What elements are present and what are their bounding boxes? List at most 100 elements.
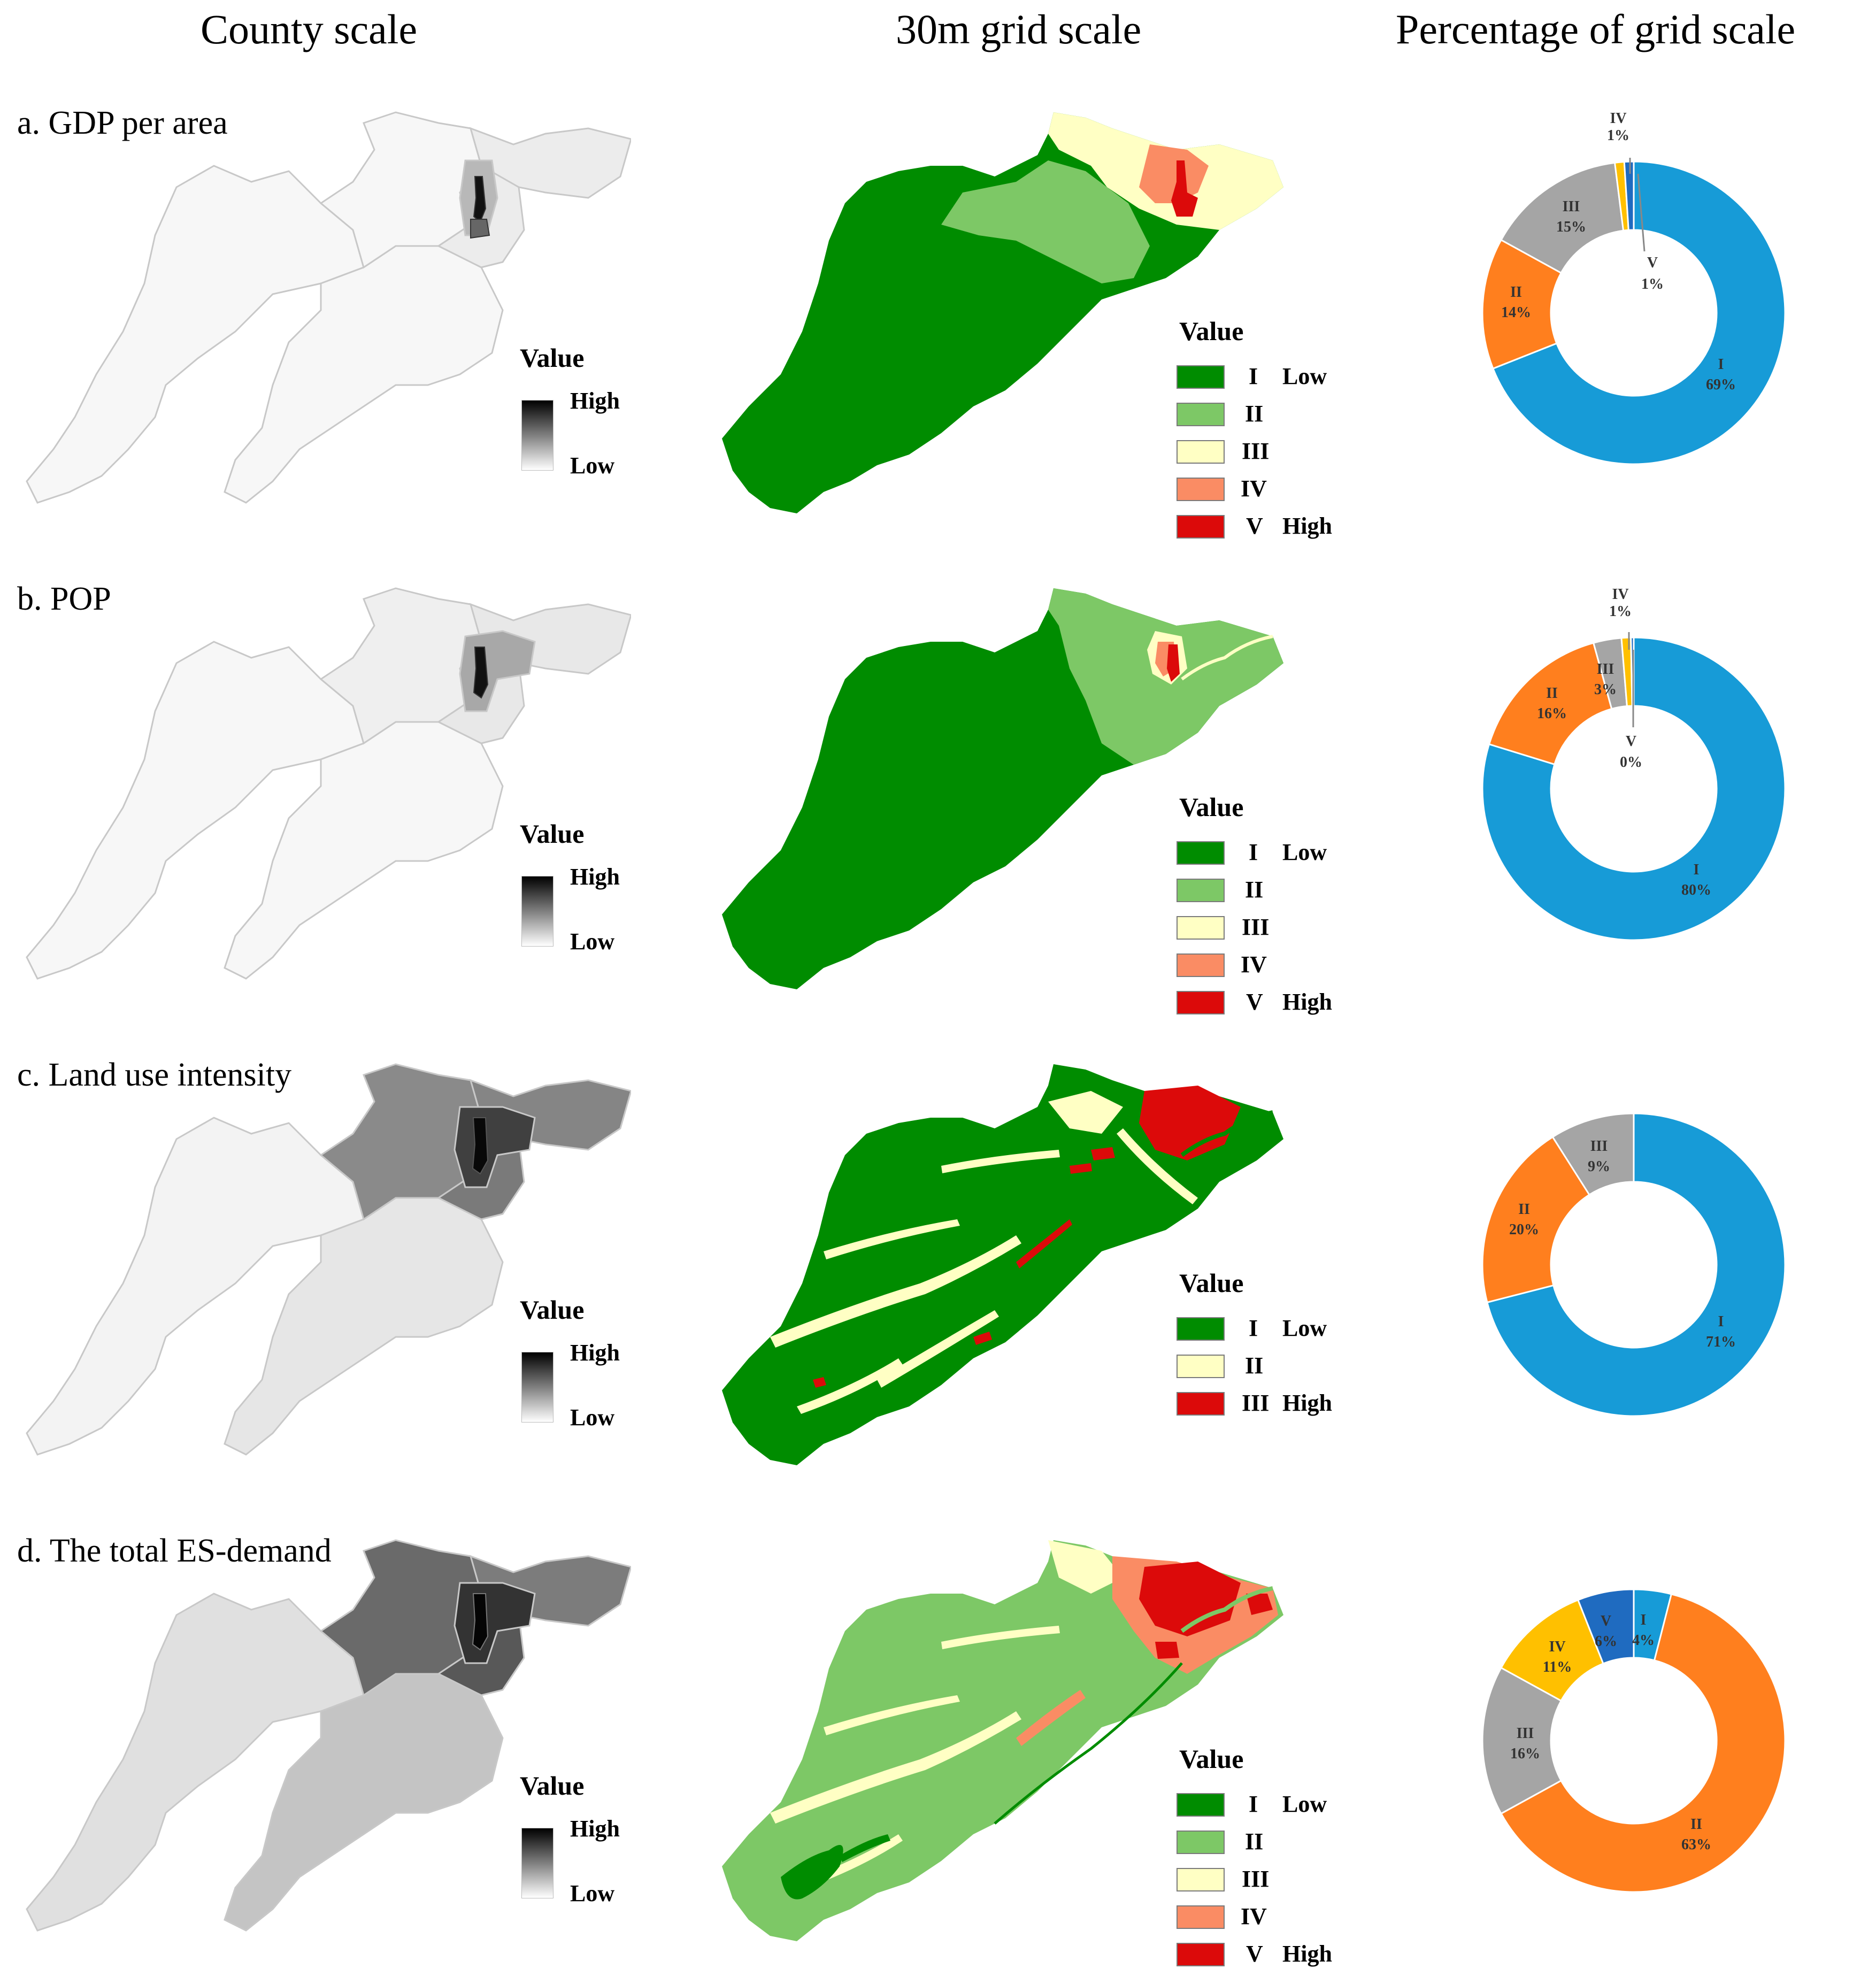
grid-legend-swatch-ii xyxy=(1177,879,1225,902)
grid-legend-swatch-iv xyxy=(1177,478,1225,501)
donut-percent-iv-pop: 1% xyxy=(1609,603,1632,620)
grid-legend-class-iv: IV xyxy=(1241,1903,1267,1929)
donut-percent-ii-es-demand: 63% xyxy=(1681,1836,1711,1853)
grid-legend-class-iv: IV xyxy=(1241,475,1267,502)
grid-legend-swatch-ii xyxy=(1177,1355,1225,1378)
donut-slice-v xyxy=(1623,160,1635,231)
county-gradient-bar-land-use xyxy=(521,1352,553,1422)
county-gradient-bar-es-demand xyxy=(521,1828,553,1898)
donut-label-ii-land-use: II xyxy=(1518,1201,1530,1218)
grid-legend-title-pop: Value xyxy=(1179,792,1244,822)
grid-legend-swatch-iii xyxy=(1177,1868,1225,1891)
grid-legend-class-ii: II xyxy=(1245,401,1264,427)
county-gradient-bar-gdp xyxy=(521,400,553,471)
grid-legend-class-i: I xyxy=(1249,839,1258,865)
county-legend-high-gdp: High xyxy=(570,388,620,414)
donut-chart-pop: IV 1% V 0% I 80% II 16% III 3% xyxy=(1481,586,1786,941)
grid-legend-class-ii: II xyxy=(1245,876,1264,903)
donut-label-i-pop: I xyxy=(1694,862,1700,878)
donut-slice-v xyxy=(1577,1588,1635,1665)
grid-legend-class-ii: II xyxy=(1245,1352,1264,1379)
grid-legend-class-ii: II xyxy=(1245,1828,1264,1855)
donut-slice-iii xyxy=(1500,162,1625,274)
donut-label-v-gdp: V xyxy=(1647,255,1658,271)
county-legend-low-land-use: Low xyxy=(570,1404,615,1431)
donut-slice-i xyxy=(1491,160,1786,465)
county-legend-high-land-use: High xyxy=(570,1340,620,1366)
county-map-es-demand xyxy=(26,1539,631,1932)
grid-legend-title-es-demand: Value xyxy=(1179,1744,1244,1774)
grid-legend-high: High xyxy=(1282,513,1332,539)
donut-slice-ii xyxy=(1488,642,1613,766)
grid-legend-swatch-iv xyxy=(1177,1905,1225,1929)
donut-chart-land-use: I 71% II 20% III 9% xyxy=(1481,1112,1786,1417)
donut-label-iv-gdp: IV xyxy=(1610,110,1626,127)
county-legend-high-es-demand: High xyxy=(570,1816,620,1842)
donut-percent-i-land-use: 71% xyxy=(1706,1334,1736,1350)
donut-slice-iii xyxy=(1481,1666,1563,1815)
donut-percent-i-gdp: 69% xyxy=(1706,376,1736,393)
grid-map-gdp xyxy=(722,112,1283,513)
county-legend-high-pop: High xyxy=(570,864,620,890)
donut-label-i-land-use: I xyxy=(1718,1313,1724,1330)
grid-legend-swatch-i xyxy=(1177,365,1225,389)
donut-label-iv-pop: IV xyxy=(1612,586,1628,603)
row-label-pop: b. POP xyxy=(17,581,111,617)
row-label-gdp: a. GDP per area xyxy=(17,105,228,141)
donut-percent-v-es-demand: 6% xyxy=(1595,1633,1617,1650)
grid-map-es-demand xyxy=(722,1540,1283,1941)
grid-legend-class-iii: III xyxy=(1242,1390,1270,1416)
county-legend-low-gdp: Low xyxy=(570,452,615,479)
donut-percent-i-pop: 80% xyxy=(1681,882,1711,898)
grid-legend-swatch-iv xyxy=(1177,953,1225,977)
grid-legend-low: Low xyxy=(1282,363,1327,389)
county-scale-title: County scale xyxy=(201,6,418,52)
grid-legend-class-i: I xyxy=(1249,1791,1258,1817)
grid-legend-high: High xyxy=(1282,989,1332,1015)
grid-legend-class-i: I xyxy=(1249,363,1258,389)
donut-slice-ii xyxy=(1481,1135,1591,1304)
grid-legend-swatch-i xyxy=(1177,1317,1225,1341)
grid-map-land-use xyxy=(722,1064,1283,1465)
grid-legend-high: High xyxy=(1282,1390,1332,1416)
donut-percent-iii-land-use: 9% xyxy=(1588,1158,1610,1175)
percentage-title: Percentage of grid scale xyxy=(1396,6,1796,52)
donut-label-iii-es-demand: III xyxy=(1517,1725,1534,1742)
grid-legend-swatch-v xyxy=(1177,1943,1225,1966)
donut-slice-iii xyxy=(1551,1112,1635,1196)
donut-slice-ii xyxy=(1500,1593,1786,1893)
grid-legend-class-v: V xyxy=(1246,513,1263,539)
donut-slice-i xyxy=(1481,636,1786,941)
donut-label-iii-land-use: III xyxy=(1590,1138,1608,1155)
donut-label-ii-es-demand: II xyxy=(1690,1816,1702,1833)
county-legend-low-es-demand: Low xyxy=(570,1880,615,1906)
county-map-land-use xyxy=(26,1063,631,1456)
donut-label-iii-gdp: III xyxy=(1563,198,1580,215)
donut-percent-v-pop: 0% xyxy=(1620,754,1642,771)
grid-legend-swatch-i xyxy=(1177,841,1225,865)
donut-percent-ii-gdp: 14% xyxy=(1501,304,1531,321)
donut-percent-v-gdp: 1% xyxy=(1641,276,1664,293)
donut-leader-v-gdp xyxy=(1637,173,1646,252)
county-legend-title-gdp: Value xyxy=(520,343,585,373)
county-map-pop xyxy=(26,587,631,980)
donut-percent-iii-es-demand: 16% xyxy=(1510,1745,1540,1762)
grid-legend-swatch-ii xyxy=(1177,403,1225,426)
donut-chart-gdp: IV 1% V 1% I 69% II 14% III 15% xyxy=(1481,110,1786,465)
donut-label-ii-gdp: II xyxy=(1510,284,1522,301)
donut-chart-es-demand: I 4% II 63% III 16% IV 11% V 6% xyxy=(1481,1588,1786,1893)
county-legend-title-land-use: Value xyxy=(520,1295,585,1325)
county-map-gdp xyxy=(26,111,631,504)
county-gradient-bar-pop xyxy=(521,876,553,947)
donut-label-i-es-demand: I xyxy=(1641,1612,1647,1628)
grid-legend-swatch-i xyxy=(1177,1793,1225,1817)
grid-legend-class-iii: III xyxy=(1242,914,1270,940)
donut-percent-iii-gdp: 15% xyxy=(1556,219,1586,235)
donut-percent-iv-gdp: 1% xyxy=(1607,127,1629,144)
grid-legend-swatch-iii xyxy=(1177,440,1225,464)
donut-label-ii-pop: II xyxy=(1546,685,1558,702)
grid-legend-swatch-v xyxy=(1177,515,1225,539)
donut-slice-i xyxy=(1486,1112,1786,1417)
county-legend-low-pop: Low xyxy=(570,928,615,955)
row-label-es-demand: d. The total ES-demand xyxy=(17,1533,332,1569)
